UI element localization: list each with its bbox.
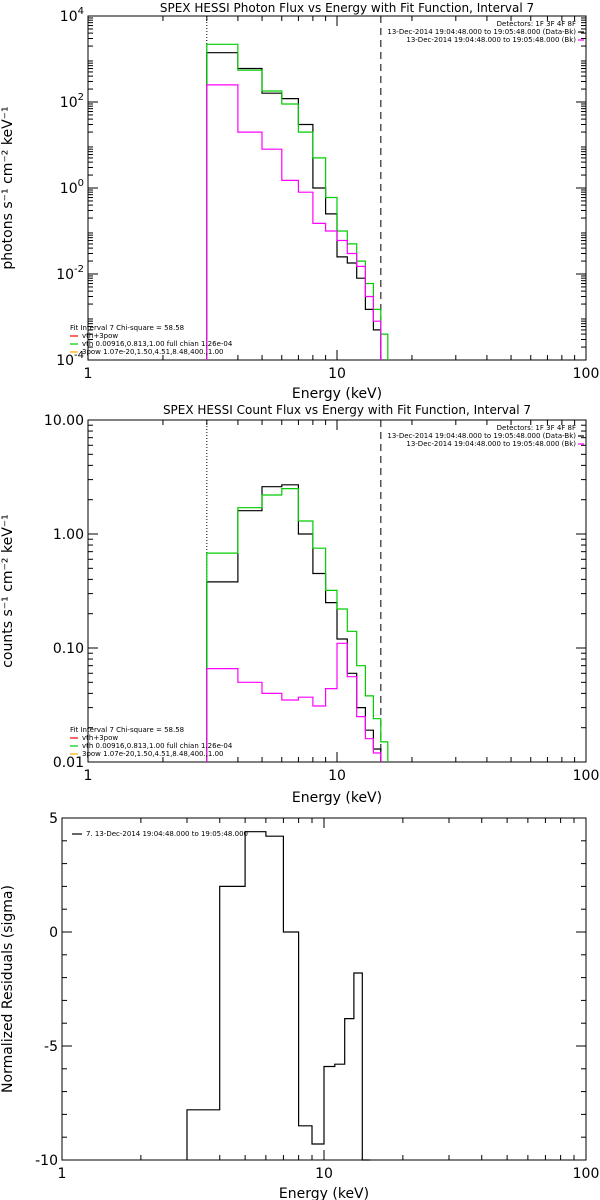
x-tick-label: 100 bbox=[573, 366, 600, 382]
legend-entry: 3pow 1.07e-20,1.50,4.51,8.48,400.,1.00 bbox=[82, 750, 224, 758]
legend-entry: 13-Dec-2014 19:04:48.000 to 19:05:48.000… bbox=[387, 28, 576, 36]
y-tick-label: 10-2 bbox=[56, 264, 84, 283]
y-tick-label: 10-4 bbox=[56, 350, 84, 369]
series-line-3 bbox=[206, 84, 382, 360]
x-tick-label: 100 bbox=[573, 768, 600, 784]
chart-panel-1: SPEX HESSI Photon Flux vs Energy with Fi… bbox=[0, 1, 599, 402]
x-axis-label: Energy (keV) bbox=[292, 790, 382, 806]
x-axis-label: Energy (keV) bbox=[279, 1186, 369, 1200]
chart-panel-2: SPEX HESSI Count Flux vs Energy with Fit… bbox=[0, 403, 599, 806]
chart-title: SPEX HESSI Count Flux vs Energy with Fit… bbox=[163, 403, 531, 417]
legend-entry: 13-Dec-2014 19:04:48.000 to 19:05:48.000… bbox=[406, 36, 576, 44]
y-tick-label: 10.00 bbox=[44, 413, 84, 429]
y-tick-label: 1.00 bbox=[53, 527, 84, 543]
legend-entry: vth+3pow bbox=[82, 332, 118, 340]
y-tick-label: 104 bbox=[60, 6, 84, 25]
series-line-1 bbox=[186, 831, 371, 1161]
x-tick-label: 1 bbox=[58, 1166, 67, 1182]
y-tick-label: 100 bbox=[60, 178, 84, 197]
legend-entry: Fit Interval 7 Chi-square = 58.58 bbox=[70, 324, 184, 332]
legend-entry: 7. 13-Dec-2014 19:04:48.000 to 19:05:48.… bbox=[86, 830, 248, 838]
y-tick-label: -10 bbox=[35, 1153, 58, 1169]
legend-entry: 3pow 1.07e-20,1.50,4.51,8.48,400.,1.00 bbox=[82, 348, 224, 356]
y-tick-label: -5 bbox=[44, 1039, 58, 1055]
y-tick-label: 0.01 bbox=[53, 755, 84, 771]
legend-entry: vth 0.00916,0.813,1.00 full chian 1.26e-… bbox=[82, 340, 233, 348]
legend-entry: Detectors: 1F 3F 4F 8F bbox=[497, 20, 576, 28]
legend-entry: Detectors: 1F 3F 4F 8F bbox=[497, 424, 576, 432]
y-axis-label: counts s⁻¹ cm⁻² keV⁻¹ bbox=[0, 514, 16, 668]
series-line-3 bbox=[206, 642, 382, 762]
chart-panel-3: 1 10 100 5 0 -5 -10 Energy (keV) Normalized Resi… bbox=[0, 811, 599, 1200]
series-line-1 bbox=[206, 484, 382, 762]
y-tick-label: 0 bbox=[49, 925, 58, 941]
series-line-2 bbox=[206, 43, 389, 360]
x-tick-label: 10 bbox=[315, 1166, 333, 1182]
x-tick-label: 10 bbox=[328, 768, 346, 784]
x-tick-label: 1 bbox=[84, 366, 93, 382]
y-tick-label: 0.10 bbox=[53, 641, 84, 657]
legend-entry: vth 0.00916,0.813,1.00 full chian 1.26e-… bbox=[82, 742, 233, 750]
x-tick-label: 1 bbox=[84, 768, 93, 784]
series-line-1 bbox=[206, 52, 382, 360]
x-axis-label: Energy (keV) bbox=[292, 386, 382, 402]
legend-entry: vth+3pow bbox=[82, 734, 118, 742]
y-tick-label: 102 bbox=[60, 92, 84, 111]
legend-entry: 13-Dec-2014 19:04:48.000 to 19:05:48.000… bbox=[387, 432, 576, 440]
plot-frame bbox=[87, 15, 587, 361]
y-axis-label: Normalized Residuals (sigma) bbox=[0, 885, 16, 1093]
chart-title: SPEX HESSI Photon Flux vs Energy with Fi… bbox=[160, 1, 534, 15]
legend-entry: 13-Dec-2014 19:04:48.000 to 19:05:48.000… bbox=[406, 440, 576, 448]
x-tick-label: 10 bbox=[328, 366, 346, 382]
legend-entry: Fit Interval 7 Chi-square = 58.58 bbox=[70, 726, 184, 734]
x-tick-label: 100 bbox=[573, 1166, 600, 1182]
series-line-2 bbox=[206, 488, 389, 762]
y-tick-label: 5 bbox=[49, 811, 58, 827]
y-axis-label: photons s⁻¹ cm⁻² keV⁻¹ bbox=[0, 106, 16, 269]
